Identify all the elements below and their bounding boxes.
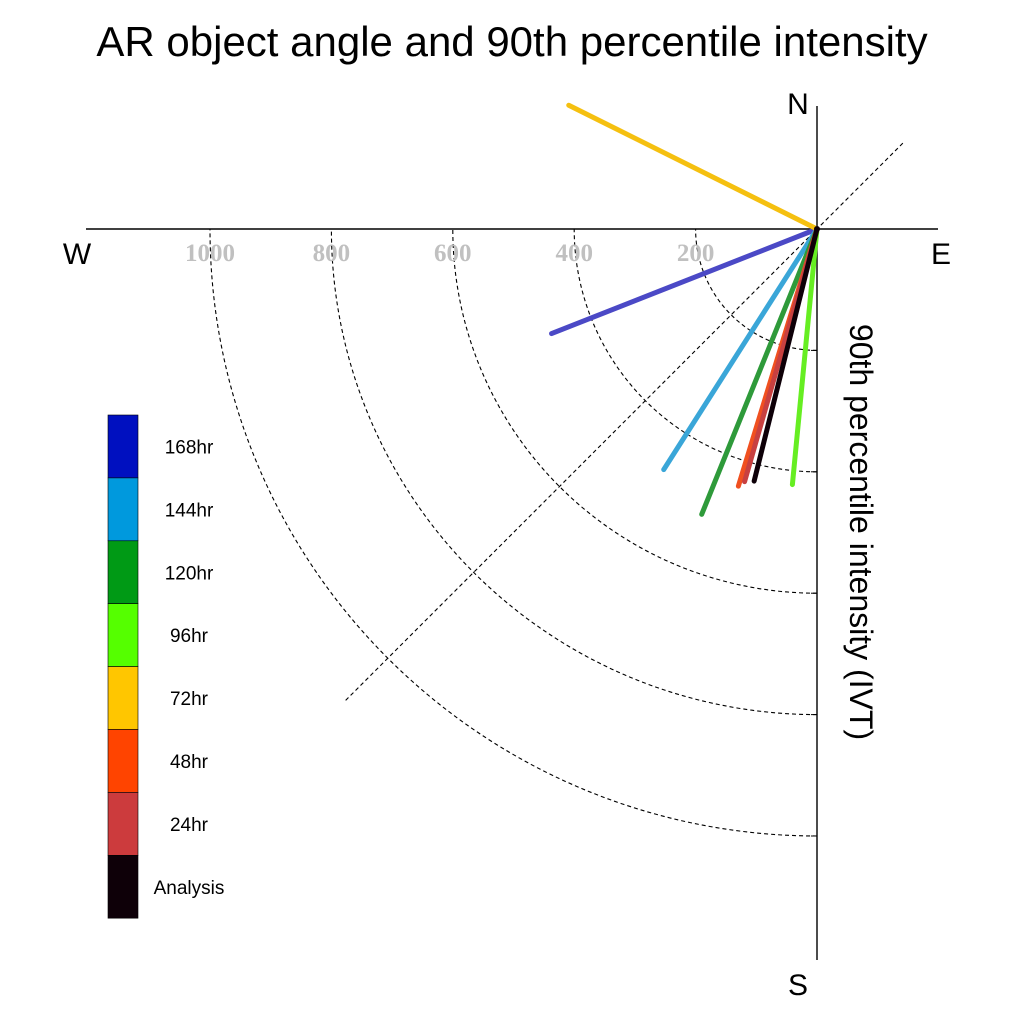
legend-label-72hr: 72hr [170,689,209,710]
chart-title: AR object angle and 90th percentile inte… [96,18,927,65]
legend-swatch-48hr [107,729,139,793]
series-line-168hr [549,226,820,337]
legend-swatch-96hr [107,603,139,667]
series-line-analysis [751,226,820,484]
compass-west-label: W [63,238,92,271]
series-line-72hr [566,102,820,232]
legend-swatch-144hr [107,477,139,542]
legend-swatch-168hr [107,414,139,479]
series-line-144hr [661,226,820,473]
origin-point [814,226,820,232]
legend-label-24hr: 24hr [170,815,209,836]
series-lines [549,102,820,517]
compass-east-label: E [931,238,951,271]
legend-label-144hr: 144hr [165,500,214,521]
range-ring-200 [695,228,818,351]
legend-label-168hr: 168hr [165,437,214,458]
compass-south-label: S [788,969,808,1002]
legend-swatch-24hr [107,792,139,856]
series-line-96hr [789,226,820,488]
legend-swatch-analysis [107,854,139,919]
legend-swatch-72hr [107,666,139,730]
legend-swatch-120hr [107,540,139,604]
range-ring-800 [330,228,818,716]
compass-north-label: N [787,88,809,121]
legend-label-analysis: Analysis [154,878,225,899]
radial-tick-label-600: 600 [434,240,472,267]
diagonal-gridline [344,142,904,702]
legend-label-96hr: 96hr [170,626,209,647]
legend-label-48hr: 48hr [170,752,209,773]
y-axis-label: 90th percentile intensity (IVT) [843,324,879,740]
legend-label-120hr: 120hr [165,563,214,584]
range-ring-600 [452,228,818,594]
radial-tick-labels: 200 400 600 800 1000 [185,240,714,267]
radial-tick-label-200: 200 [677,240,715,267]
legend: 168hr 144hr 120hr 96hr 72hr 48hr 24hr Analysis [107,414,225,919]
radial-tick-label-1000: 1000 [185,240,235,267]
series-line-120hr [699,226,820,517]
polar-grid [209,142,904,837]
radial-tick-label-800: 800 [313,240,351,267]
radial-tick-label-400: 400 [555,240,593,267]
